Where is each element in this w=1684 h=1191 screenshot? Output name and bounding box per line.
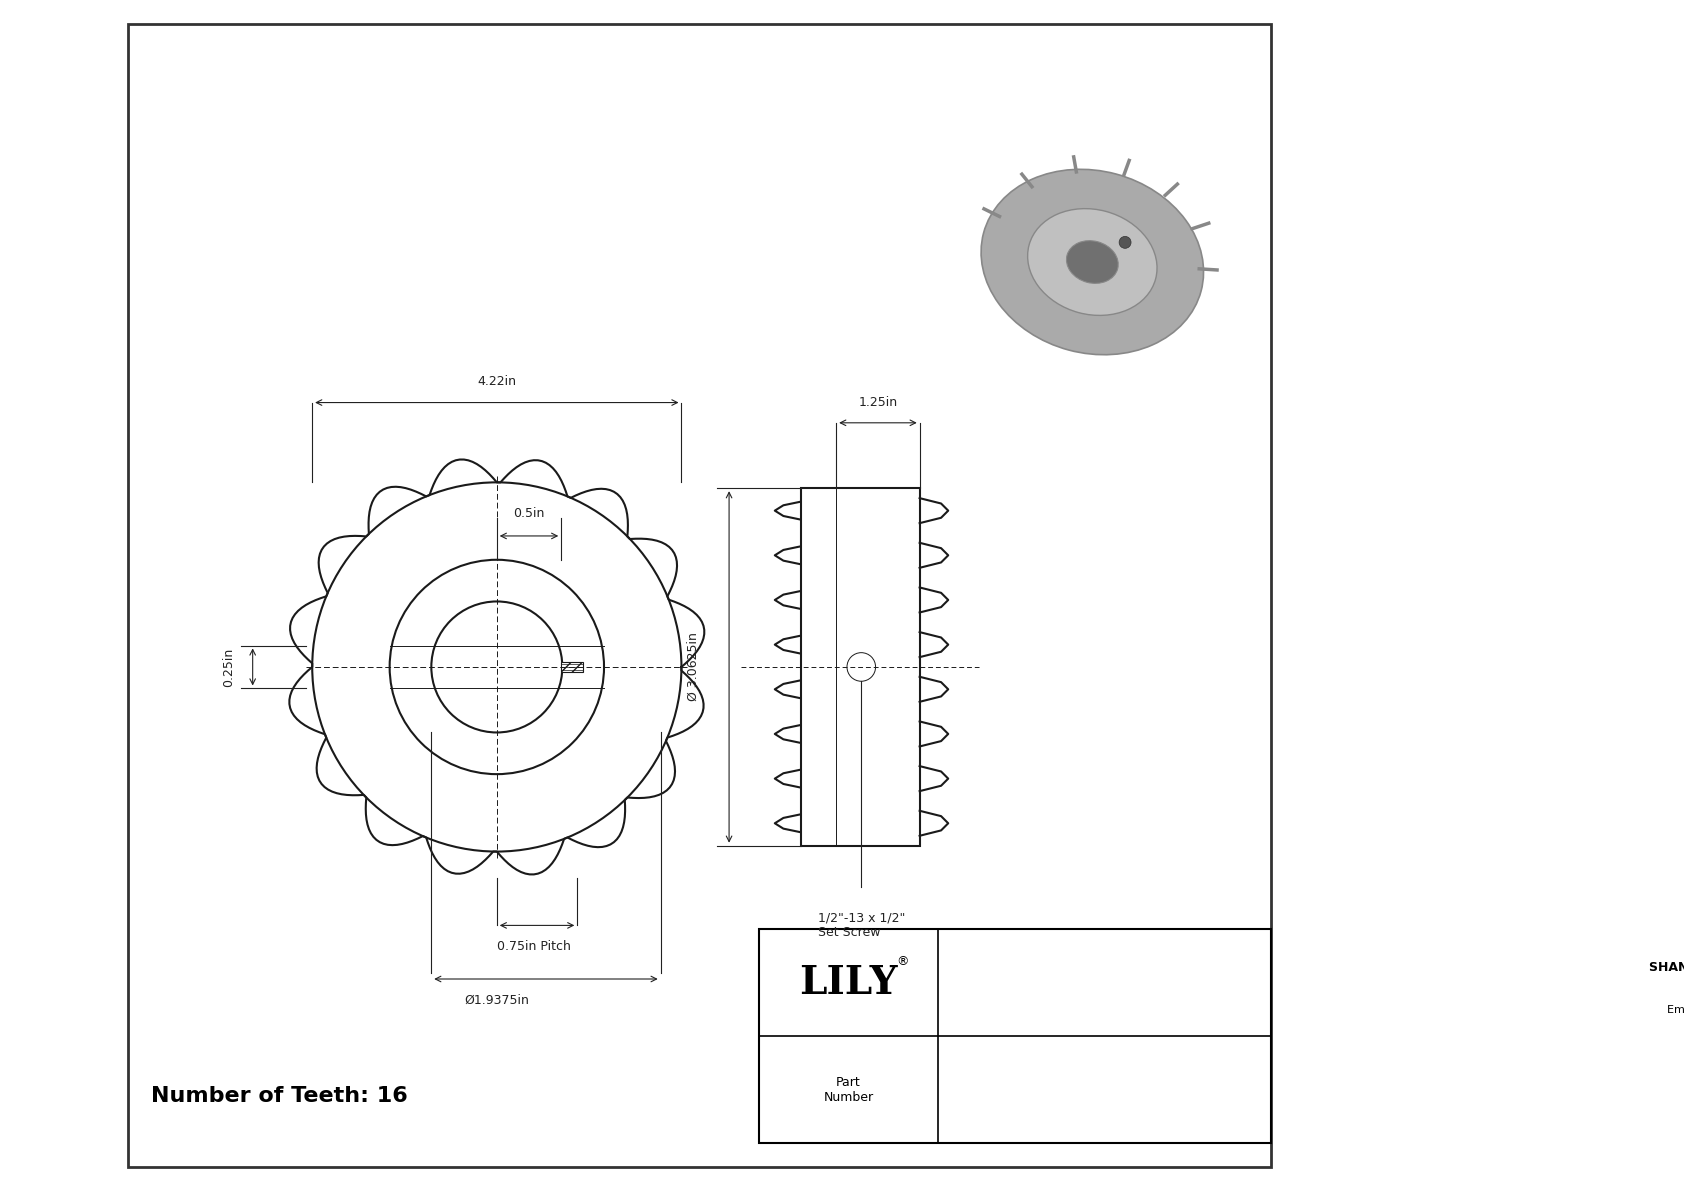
Text: 1.25in: 1.25in bbox=[859, 395, 898, 409]
Text: Ø1.9375in: Ø1.9375in bbox=[465, 993, 529, 1006]
Text: Number of Teeth: 16: Number of Teeth: 16 bbox=[152, 1086, 408, 1105]
Bar bbox=[561, 662, 583, 672]
Text: Ø 3.0625in: Ø 3.0625in bbox=[687, 632, 699, 701]
Text: 1/2"-13 x 1/2"
Set Screw: 1/2"-13 x 1/2" Set Screw bbox=[818, 911, 906, 940]
Text: Email: lilybearing@lily-bearing.com: Email: lilybearing@lily-bearing.com bbox=[1667, 1005, 1684, 1016]
Ellipse shape bbox=[982, 169, 1204, 355]
Text: Part
Number: Part Number bbox=[823, 1075, 874, 1104]
Bar bbox=[800, 488, 919, 846]
Text: 0.75in Pitch: 0.75in Pitch bbox=[497, 940, 571, 953]
Ellipse shape bbox=[1066, 241, 1118, 283]
Text: LILY: LILY bbox=[800, 964, 898, 1002]
FancyBboxPatch shape bbox=[128, 24, 1271, 1167]
Text: ®: ® bbox=[896, 955, 908, 967]
Bar bbox=[759, 929, 1271, 1143]
Text: 4.22in: 4.22in bbox=[477, 375, 517, 388]
Ellipse shape bbox=[1027, 208, 1157, 316]
Text: SHANGHAI LILY BEARING LIMITED: SHANGHAI LILY BEARING LIMITED bbox=[1649, 961, 1684, 974]
Text: 0.25in: 0.25in bbox=[222, 648, 234, 686]
Text: 0.5in: 0.5in bbox=[514, 507, 544, 520]
Circle shape bbox=[1120, 236, 1132, 249]
